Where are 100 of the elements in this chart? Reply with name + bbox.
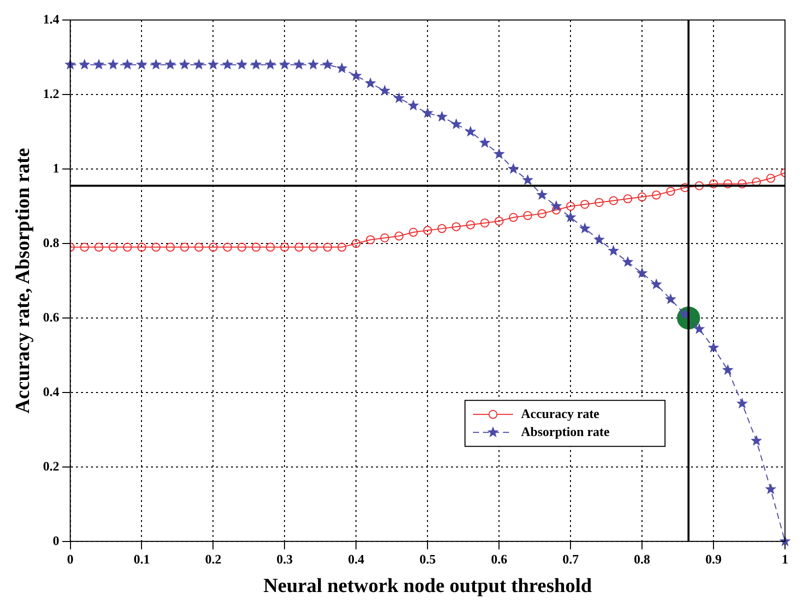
point: [193, 58, 205, 70]
point: [280, 242, 290, 252]
point: [122, 58, 134, 70]
point: [536, 189, 548, 200]
point: [180, 242, 190, 252]
point: [650, 278, 662, 290]
point: [394, 232, 404, 241]
point: [222, 58, 234, 70]
point: [393, 92, 405, 104]
point: [222, 242, 232, 252]
point: [522, 174, 534, 185]
point: [178, 58, 190, 70]
x-tick-label: 0.2: [205, 552, 222, 567]
point: [80, 242, 90, 252]
point: [623, 194, 632, 204]
point: [337, 242, 346, 252]
y-axis-title: Accuracy rate, Absorption rate: [12, 148, 34, 414]
y-tick-label: 0.2: [43, 458, 60, 474]
point: [466, 220, 476, 230]
point: [580, 200, 590, 209]
point: [537, 209, 546, 218]
point: [380, 233, 390, 242]
point: [352, 238, 361, 248]
point: [437, 224, 446, 234]
point: [408, 100, 420, 111]
point: [664, 293, 676, 304]
point: [564, 211, 576, 222]
point: [464, 126, 476, 137]
y-tick-label: 0.8: [43, 234, 60, 250]
point: [423, 226, 432, 235]
point: [709, 179, 718, 188]
x-axis-title: Neural network node output threshold: [263, 575, 592, 598]
point: [479, 136, 491, 148]
point: [266, 242, 275, 252]
point: [278, 58, 290, 70]
point: [765, 483, 776, 494]
legend-label: Accuracy rate: [521, 406, 600, 421]
point: [322, 58, 334, 70]
point: [694, 181, 704, 190]
point: [652, 190, 661, 200]
point: [666, 186, 676, 196]
point: [694, 323, 705, 334]
x-tick-label: 0.6: [490, 552, 508, 567]
x-tick-label: 0.9: [705, 552, 722, 567]
point: [636, 267, 648, 278]
point: [108, 242, 118, 252]
point: [236, 58, 248, 70]
point: [136, 58, 148, 70]
point: [594, 198, 604, 207]
point: [766, 174, 776, 183]
point: [194, 242, 204, 252]
x-tick-label: 0.8: [634, 552, 651, 567]
y-tick-label: 0.6: [43, 309, 60, 324]
point: [207, 58, 219, 70]
y-tick-label: 0: [52, 532, 60, 548]
x-tick-label: 0.4: [348, 552, 365, 567]
x-tick-label: 0.3: [276, 552, 294, 567]
point: [308, 242, 318, 252]
point: [608, 244, 620, 256]
point: [452, 222, 461, 232]
point: [208, 242, 218, 252]
point: [336, 62, 348, 74]
point: [150, 58, 162, 70]
point: [436, 110, 448, 122]
point: [638, 192, 647, 202]
point: [450, 118, 462, 130]
y-tick-label: 1.4: [43, 11, 60, 26]
point: [308, 58, 319, 70]
point: [494, 216, 504, 226]
point: [264, 58, 276, 70]
y-tick-label: 1.2: [43, 86, 60, 101]
legend-label: Absorption rate: [521, 424, 610, 439]
point: [252, 242, 261, 252]
point: [78, 58, 90, 70]
point: [722, 364, 734, 375]
point: [94, 242, 104, 252]
point: [422, 107, 434, 118]
point: [708, 342, 720, 353]
point: [379, 84, 390, 96]
x-tick-label: 0: [67, 552, 74, 567]
point: [480, 218, 490, 228]
y-tick-label: 1: [52, 160, 60, 176]
point: [493, 148, 505, 159]
point: [593, 234, 605, 245]
point: [523, 211, 532, 220]
x-tick-label: 0.5: [420, 552, 436, 567]
point: [137, 242, 146, 252]
x-tick-label: 0.1: [134, 552, 150, 567]
point: [164, 58, 176, 70]
point: [323, 242, 332, 252]
point: [408, 228, 418, 237]
point: [237, 242, 246, 252]
point: [579, 222, 591, 234]
point: [366, 235, 375, 244]
point: [293, 58, 305, 70]
point: [364, 77, 376, 88]
point: [122, 242, 132, 252]
point: [508, 212, 518, 222]
point: [550, 200, 562, 212]
point: [566, 202, 576, 211]
